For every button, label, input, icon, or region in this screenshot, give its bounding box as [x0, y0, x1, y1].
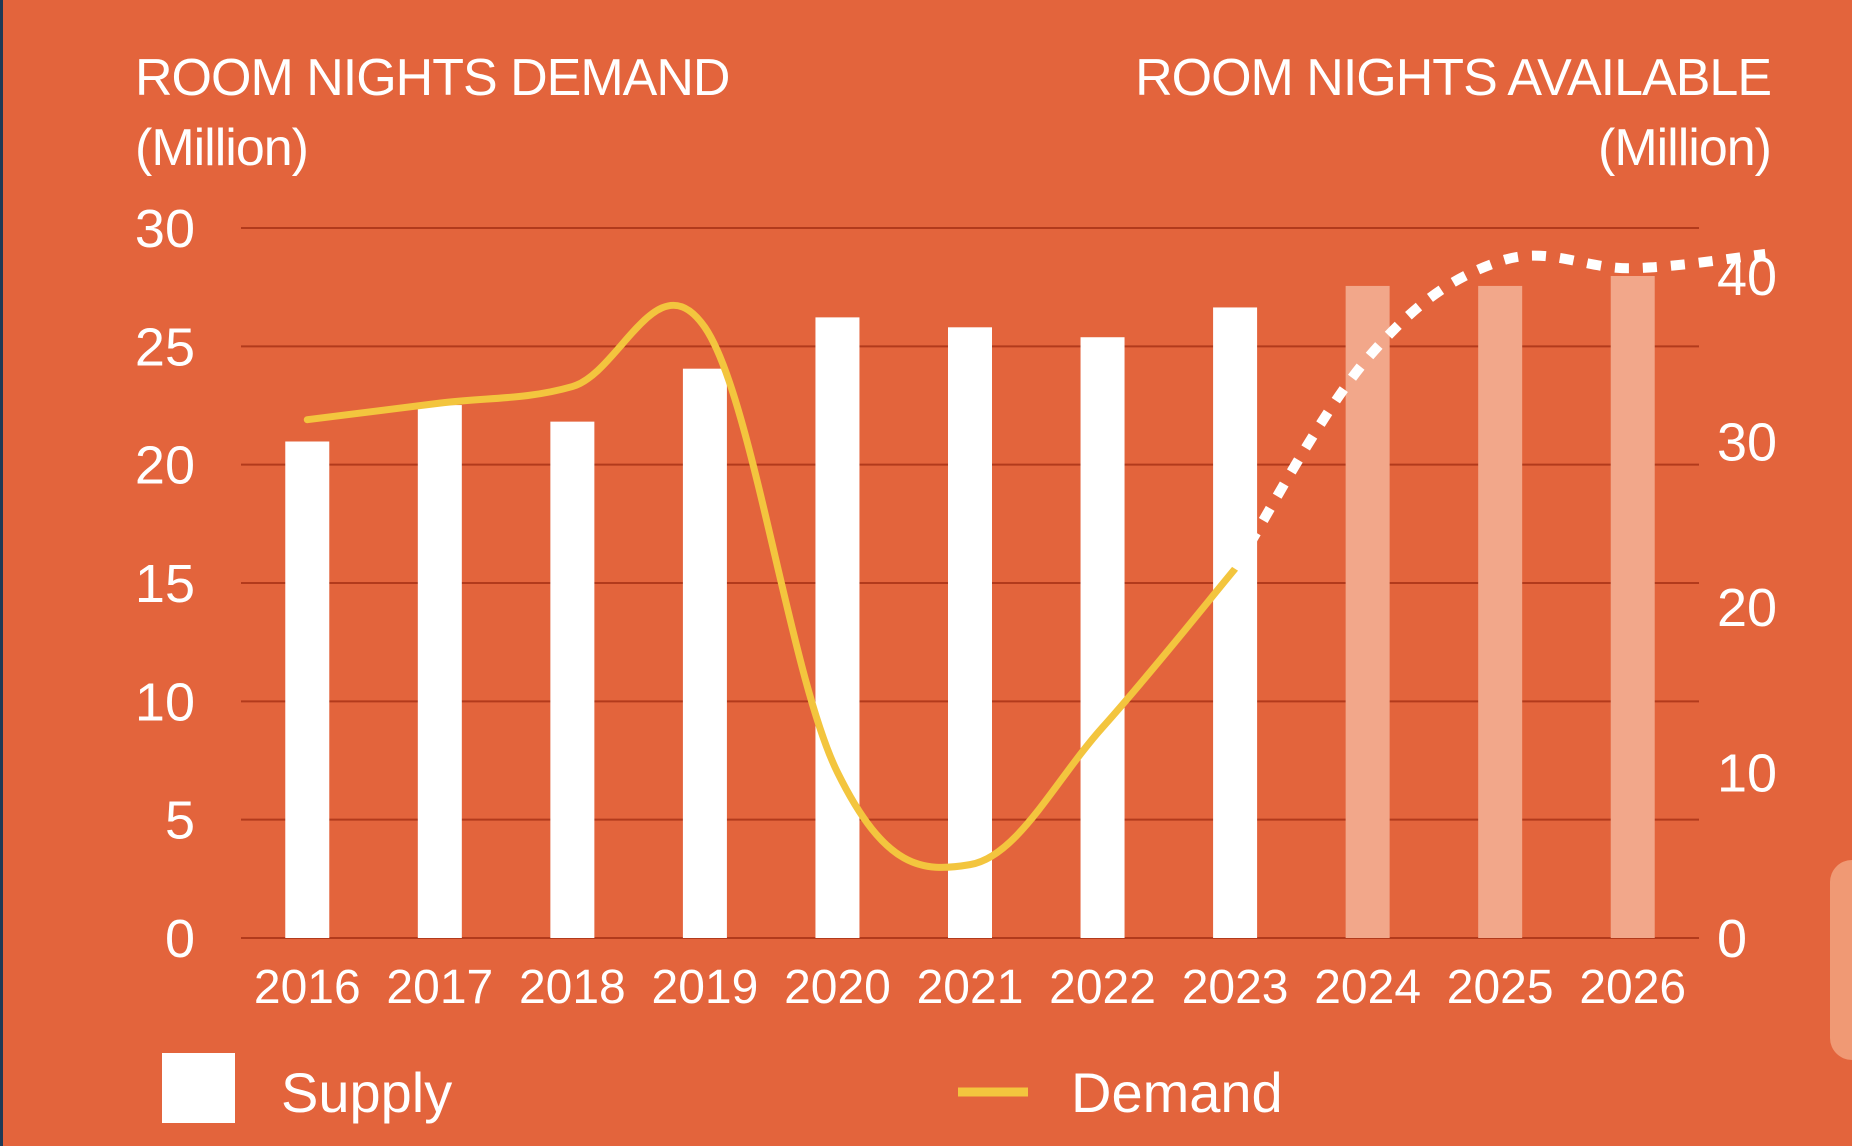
supply-bar [1213, 307, 1258, 938]
left-tick-label: 10 [135, 672, 195, 732]
left-tick-label: 15 [135, 554, 195, 614]
left-tick-label: 20 [135, 436, 195, 496]
legend: Supply Demand [162, 1053, 1283, 1124]
left-tick-label: 30 [135, 199, 195, 259]
left-axis-title-line2: (Million) [135, 119, 308, 177]
x-tick-label: 2019 [652, 961, 759, 1014]
supply-bars [285, 275, 1655, 939]
right-tick-label: 10 [1717, 743, 1777, 803]
left-axis-ticks: 0 5 10 15 20 25 30 [135, 199, 195, 969]
supply-bar [815, 317, 860, 939]
decorative-edge-shape [1830, 860, 1852, 1060]
supply-bar [417, 405, 462, 938]
legend-supply-swatch [162, 1053, 235, 1123]
left-tick-label: 5 [165, 791, 195, 851]
x-tick-label: 2021 [917, 961, 1024, 1014]
x-tick-label: 2017 [386, 961, 493, 1014]
room-nights-chart: ROOM NIGHTS DEMAND (Million) ROOM NIGHTS… [135, 49, 1777, 1124]
supply-bar [285, 441, 330, 938]
right-axis-title-line2: (Million) [1598, 119, 1771, 177]
supply-bar [550, 421, 595, 938]
demand-line-projected [1230, 249, 1766, 572]
supply-bar [1080, 337, 1125, 938]
chart-panel: ROOM NIGHTS DEMAND (Million) ROOM NIGHTS… [3, 0, 1852, 1146]
x-tick-label: 2016 [254, 961, 361, 1014]
left-axis-title-line1: ROOM NIGHTS DEMAND [135, 49, 729, 107]
right-tick-label: 30 [1717, 412, 1777, 472]
x-tick-label: 2025 [1447, 961, 1554, 1014]
x-tick-label: 2026 [1579, 961, 1686, 1014]
supply-bar [682, 368, 727, 938]
legend-demand-label: Demand [1071, 1061, 1283, 1124]
demand-line [303, 301, 1239, 871]
demand-line-layer [303, 249, 1766, 871]
left-tick-label: 0 [165, 909, 195, 969]
x-tick-label: 2023 [1182, 961, 1289, 1014]
x-axis-ticks: 2016 2017 2018 2019 2020 2021 2022 2023 2024 2025… [254, 961, 1686, 1014]
right-tick-label: 20 [1717, 578, 1777, 638]
right-tick-label: 40 [1717, 247, 1777, 307]
left-tick-label: 25 [135, 317, 195, 377]
x-tick-label: 2020 [784, 961, 891, 1014]
supply-bar-projected [1610, 275, 1655, 938]
supply-bar-projected [1345, 285, 1390, 938]
x-tick-label: 2024 [1314, 961, 1421, 1014]
x-tick-label: 2018 [519, 961, 626, 1014]
supply-bar-projected [1478, 285, 1523, 938]
x-tick-label: 2022 [1049, 961, 1156, 1014]
right-axis-ticks: 0 10 20 30 40 [1717, 247, 1777, 969]
supply-bar [948, 327, 992, 939]
right-tick-label: 0 [1717, 909, 1747, 969]
right-axis-title-line1: ROOM NIGHTS AVAILABLE [1135, 49, 1771, 107]
legend-supply-label: Supply [281, 1061, 452, 1124]
